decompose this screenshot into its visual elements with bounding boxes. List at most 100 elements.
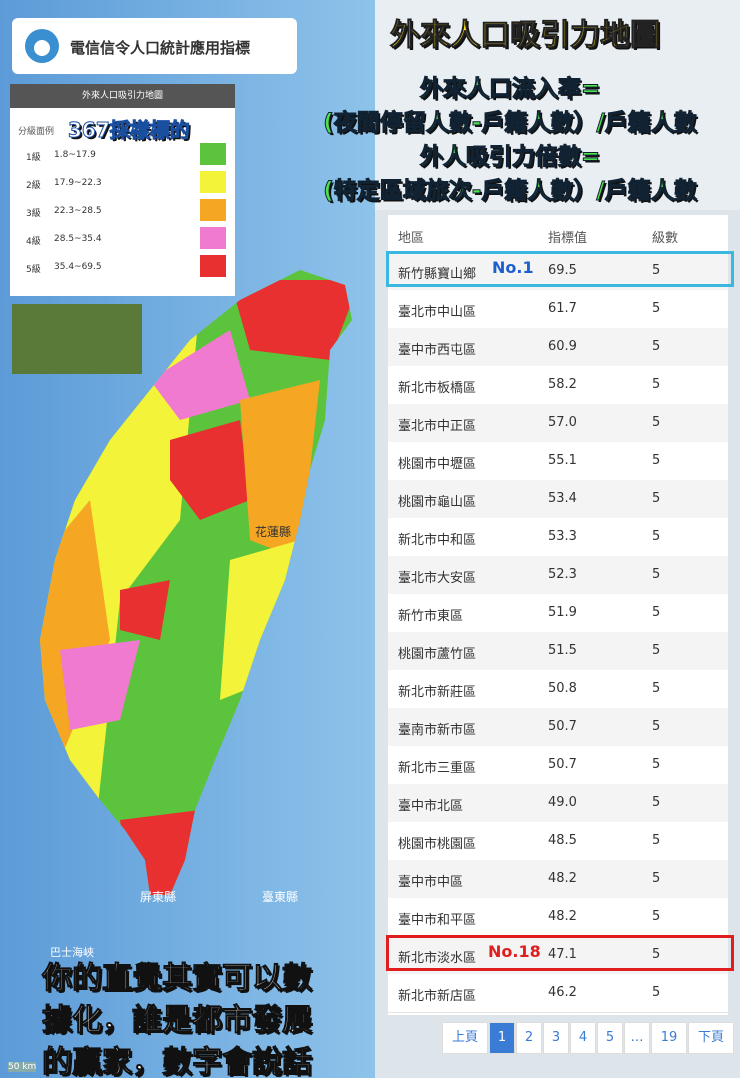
table-row: 桃園市桃園區 48.5 5: [388, 822, 728, 861]
table-row: 臺南市新市區 50.7 5: [388, 708, 728, 747]
page-button[interactable]: 3: [543, 1022, 569, 1054]
column-header[interactable]: 指標值: [548, 231, 588, 246]
table-row: 新北市板橋區 58.2 5: [388, 366, 728, 405]
legend-swatch: [200, 199, 226, 221]
formulas: 外來人口流入率= (夜間停留人數-戶籍人數）/戶籍人數 外人吸引力倍數= (特定區域旅…: [280, 72, 740, 208]
formula: 外人吸引力倍數=: [419, 144, 601, 171]
formula: (夜間停留人數-戶籍人數）/戶籍人數: [323, 110, 697, 137]
table-cell: 51.5: [548, 643, 577, 658]
page-button[interactable]: 5: [597, 1022, 623, 1054]
annotation: No.18: [488, 942, 541, 961]
table-row: 新北市中和區 53.3 5: [388, 518, 728, 557]
legend-level: 4級: [26, 237, 41, 247]
legend-swatch: [200, 255, 226, 277]
table-row: 新竹市東區 51.9 5: [388, 594, 728, 633]
highlight-box: [386, 251, 734, 287]
table-row: 臺北市大安區 52.3 5: [388, 556, 728, 595]
table-cell: 5: [652, 339, 661, 354]
table-row: 臺北市中山區 61.7 5: [388, 290, 728, 329]
table-cell: 51.9: [548, 605, 577, 620]
table-cell: 臺中市北區: [398, 799, 464, 814]
table-row: 臺中市西屯區 60.9 5: [388, 328, 728, 367]
caption: 你的直覺其實可以數 據化，誰是都市發展 的贏家，數字會說話: [42, 958, 313, 1078]
table-cell: 5: [652, 263, 661, 278]
table-row: 臺中市和平區 48.2 5: [388, 898, 728, 937]
highlight-box: [386, 935, 734, 971]
page-button[interactable]: 1: [489, 1022, 515, 1054]
table-cell: 57.0: [548, 415, 577, 430]
legend-swatch: [200, 171, 226, 193]
legend: 外來人口吸引力地圖 分級面例 367採樣標的 1級 1.8~17.9 2級 17.9~2…: [10, 84, 235, 296]
table-cell: 5: [652, 719, 661, 734]
legend-swatch: [200, 227, 226, 249]
table-cell: 臺北市中正區: [398, 419, 477, 434]
formula: (特定區域旅次-戶籍人數）/戶籍人數: [323, 178, 697, 205]
table-cell: 53.4: [548, 491, 577, 506]
table-cell: 55.1: [548, 453, 577, 468]
table-cell: 臺中市西屯區: [398, 343, 477, 358]
table-cell: 臺南市新市區: [398, 723, 477, 738]
caption-line: 你的直覺其實可以數: [42, 961, 313, 997]
table-row: 桃園市龜山區 53.4 5: [388, 480, 728, 519]
table-cell: 5: [652, 871, 661, 886]
table-cell: 46.2: [548, 985, 577, 1000]
page-button[interactable]: 上頁: [442, 1022, 488, 1054]
header-title: 電信信令人口統計應用指標: [70, 39, 251, 57]
table-cell: 5: [652, 605, 661, 620]
table-row: 臺北市中正區 57.0 5: [388, 404, 728, 443]
caption-line: 的贏家，數字會說話: [42, 1045, 313, 1078]
table-cell: 58.2: [548, 377, 577, 392]
logo: [25, 29, 59, 63]
table-cell: 60.9: [548, 339, 577, 354]
table-cell: 5: [652, 415, 661, 430]
legend-label: 分級面例: [18, 127, 55, 137]
page-button[interactable]: 2: [516, 1022, 542, 1054]
table-row: 臺中市北區 49.0 5: [388, 784, 728, 823]
page-button[interactable]: …: [624, 1022, 650, 1054]
table-cell: 50.7: [548, 757, 577, 772]
legend-swatch: [200, 143, 226, 165]
table-cell: 5: [652, 301, 661, 316]
panel-title: 外來人口吸引力地圖: [390, 18, 661, 54]
map-label: 屏東縣: [140, 890, 177, 904]
table-cell: 5: [652, 985, 661, 1000]
formula: 外來人口流入率=: [419, 76, 601, 103]
table-cell: 臺北市大安區: [398, 571, 477, 586]
table-cell: 48.2: [548, 909, 577, 924]
header-card: 電信信令人口統計應用指標: [12, 18, 297, 74]
column-header[interactable]: 地區: [398, 231, 425, 246]
table-cell: 臺北市中山區: [398, 305, 477, 320]
table-cell: 桃園市中壢區: [398, 457, 477, 472]
table-cell: 50.7: [548, 719, 577, 734]
caption-line: 據化，誰是都市發展: [42, 1003, 313, 1039]
legend-level: 3級: [26, 209, 41, 219]
legend-range: 17.9~22.3: [54, 178, 102, 188]
table-cell: 新竹市東區: [398, 609, 464, 624]
table-row: 桃園市中壢區 55.1 5: [388, 442, 728, 481]
map-label: 巴士海峽: [50, 946, 94, 959]
table-cell: 新北市新店區: [398, 989, 477, 1004]
table-cell: 新竹縣寶山鄉: [398, 267, 477, 282]
table-cell: 5: [652, 491, 661, 506]
page-button[interactable]: 下頁: [688, 1022, 734, 1054]
column-header[interactable]: 級數: [652, 231, 679, 246]
legend-title: 外來人口吸引力地圖: [10, 84, 235, 108]
legend-level: 1級: [26, 153, 41, 163]
table-cell: 5: [652, 757, 661, 772]
map-label: 臺東縣: [262, 890, 299, 904]
table-cell: 69.5: [548, 263, 577, 278]
table-cell: 61.7: [548, 301, 577, 316]
page-button[interactable]: 19: [651, 1022, 687, 1054]
watermark: [12, 304, 142, 374]
table-cell: 5: [652, 681, 661, 696]
table-cell: 48.5: [548, 833, 577, 848]
table-cell: 48.2: [548, 871, 577, 886]
table-cell: 5: [652, 909, 661, 924]
table-cell: 5: [652, 947, 661, 962]
table-cell: 53.3: [548, 529, 577, 544]
legend-range: 22.3~28.5: [54, 206, 102, 216]
table-cell: 新北市板橋區: [398, 381, 477, 396]
table-cell: 49.0: [548, 795, 577, 810]
page-button[interactable]: 4: [570, 1022, 596, 1054]
